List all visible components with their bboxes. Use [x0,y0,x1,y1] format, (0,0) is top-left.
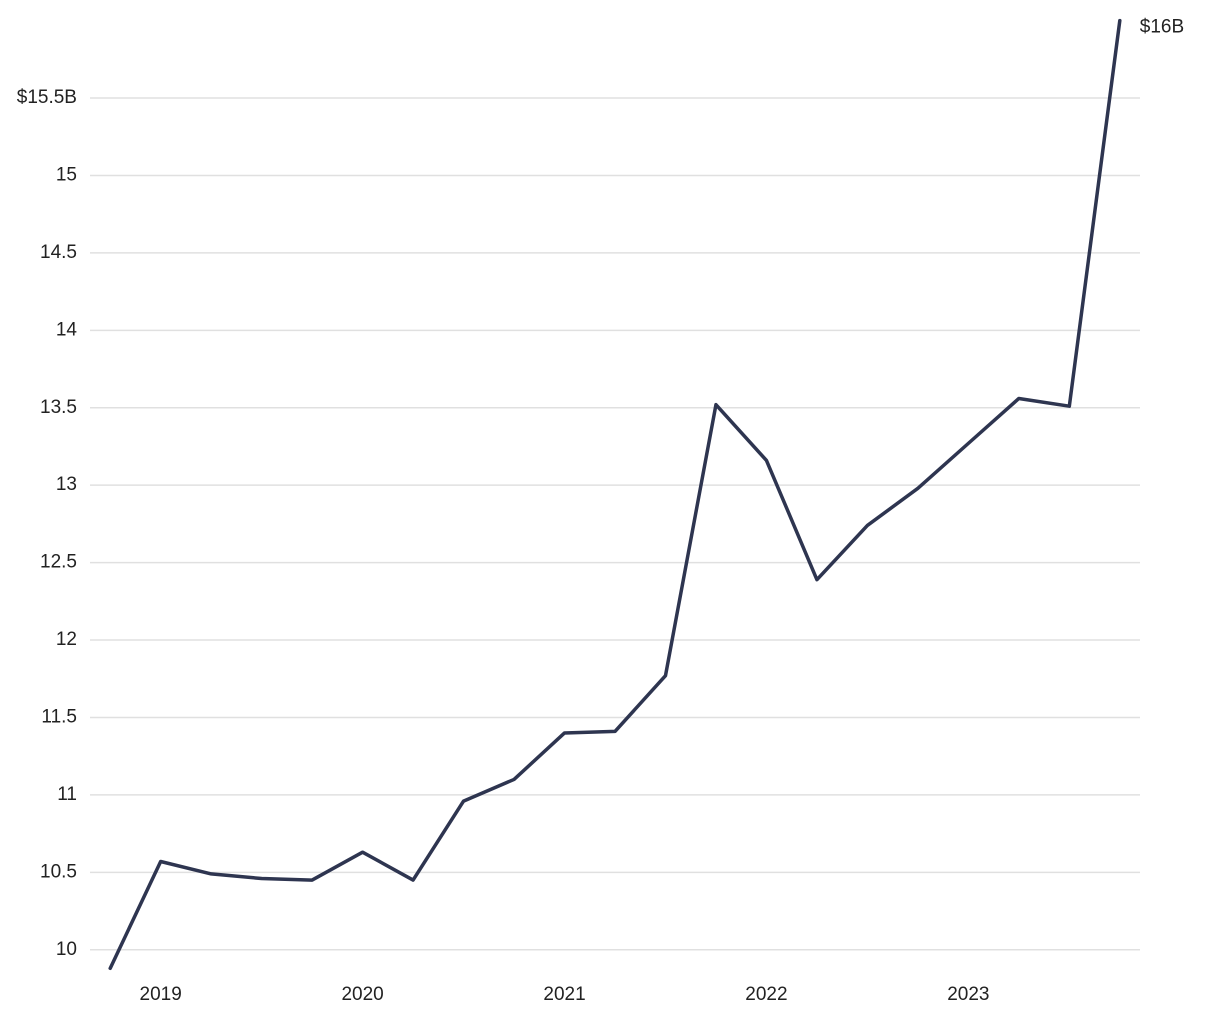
y-tick-label: $15.5B [17,87,77,108]
y-tick-label: 10 [56,939,77,960]
y-tick-label: 13 [56,474,77,495]
y-tick-label: 12.5 [40,552,77,573]
x-tick-label: 2019 [140,984,182,1005]
y-tick-label: 15 [56,164,77,185]
x-tick-label: 2023 [947,984,989,1005]
x-tick-label: 2020 [341,984,383,1005]
y-tick-label: 14.5 [40,242,77,263]
y-tick-label: 10.5 [40,861,77,882]
x-tick-label: 2022 [745,984,787,1005]
end-label: $16B [1140,17,1184,38]
y-tick-label: 14 [56,319,78,340]
y-tick-label: 11 [57,784,77,805]
y-tick-label: 12 [56,629,77,650]
line [108,18,1122,971]
y-tick-label: 13.5 [40,397,77,418]
x-tick-label: 2021 [543,984,585,1005]
y-tick-label: 11.5 [41,706,77,727]
